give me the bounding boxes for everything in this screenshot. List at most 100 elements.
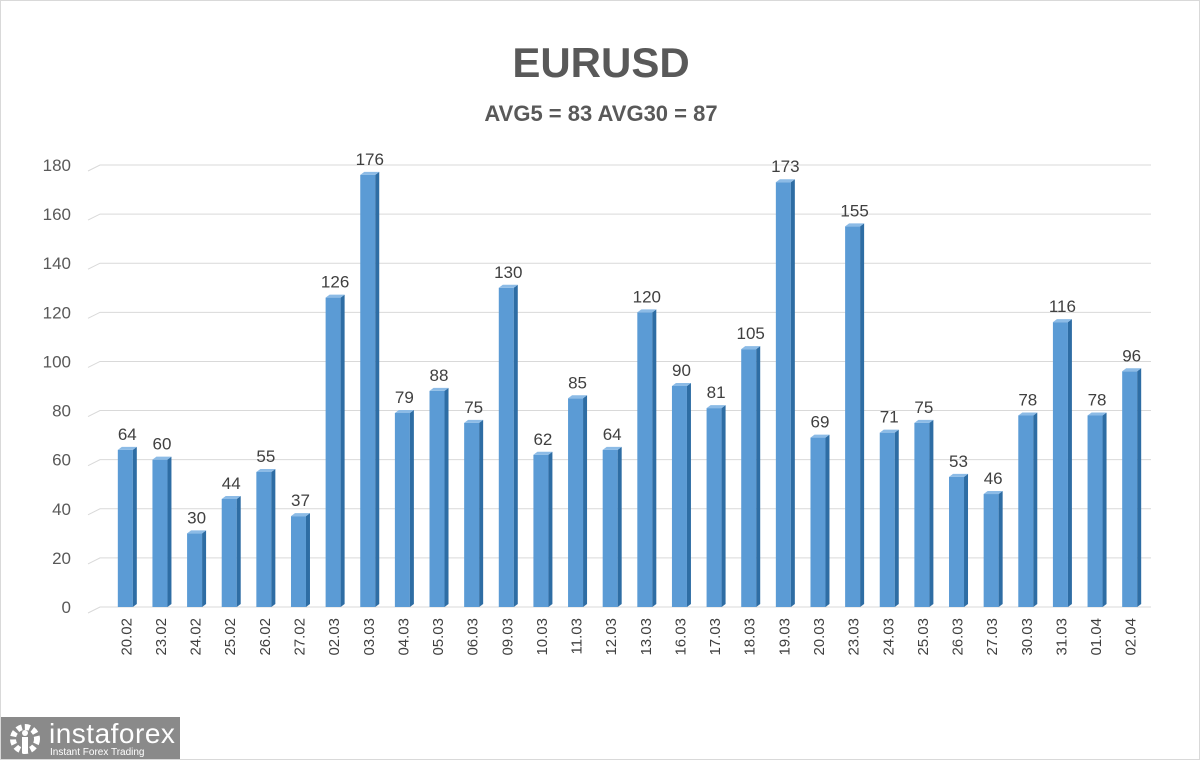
gridline [87, 459, 1151, 467]
y-tick-label: 100 [43, 352, 71, 371]
data-label: 126 [321, 273, 349, 292]
bar [1122, 371, 1138, 607]
bar-side [617, 446, 622, 607]
bar [221, 498, 237, 607]
bar-side [860, 223, 865, 607]
gridline [87, 508, 1151, 516]
bar-side [998, 491, 1003, 607]
bar [706, 408, 722, 607]
bar [741, 349, 757, 607]
bar-top [671, 383, 691, 386]
bar-side [894, 429, 899, 607]
bar [879, 432, 895, 607]
bar-top [394, 410, 414, 414]
data-label: 62 [533, 430, 552, 449]
gear-logo-icon [10, 724, 40, 754]
data-label: 78 [1088, 390, 1107, 409]
x-tick-label: 12.03 [603, 618, 620, 656]
bar [810, 437, 826, 607]
bar [914, 422, 930, 607]
y-tick-label: 180 [43, 156, 71, 175]
instaforex-logo: instaforex Instant Forex Trading [1, 717, 180, 759]
bar-side [964, 473, 969, 607]
bar [290, 516, 306, 607]
bar-top [983, 491, 1003, 495]
x-tick-label: 31.03 [1053, 618, 1070, 656]
x-tick-label: 10.03 [534, 618, 551, 656]
x-tick-label: 27.02 [291, 618, 308, 656]
data-label: 85 [568, 373, 587, 392]
bar [845, 226, 861, 607]
y-tick-label: 80 [52, 402, 71, 421]
data-label: 37 [291, 491, 310, 510]
x-tick-label: 27.03 [984, 618, 1001, 656]
x-tick-label: 16.03 [672, 618, 689, 656]
logo-name: instaforex [49, 718, 176, 749]
bar-side [132, 446, 137, 607]
x-tick-label: 18.03 [742, 618, 759, 656]
data-label: 64 [603, 425, 622, 444]
bar [394, 413, 410, 607]
bar-side [652, 309, 657, 607]
bar-top [845, 223, 865, 227]
bar-top [879, 429, 899, 433]
data-label: 79 [395, 388, 414, 407]
x-tick-label: 24.02 [188, 618, 205, 656]
x-tick-label: 20.03 [811, 618, 828, 656]
bar-side [1102, 412, 1107, 607]
bar-top [187, 530, 207, 534]
gridline [87, 606, 1151, 614]
x-tick-label: 02.03 [326, 618, 343, 656]
x-tick-label: 25.03 [915, 618, 932, 656]
x-tick-label: 01.04 [1088, 618, 1105, 656]
x-tick-label: 23.02 [153, 618, 170, 656]
bar-top [1122, 368, 1142, 372]
y-tick-label: 140 [43, 254, 71, 273]
data-label: 69 [811, 413, 830, 432]
bar-side [167, 456, 172, 607]
bar-top [775, 179, 795, 183]
x-tick-label: 25.02 [222, 618, 239, 656]
data-label: 44 [222, 474, 241, 493]
gridline [87, 164, 1151, 172]
data-label: 116 [1049, 297, 1076, 316]
bar-top [741, 346, 761, 350]
bar-side [409, 410, 414, 607]
bar-side [340, 294, 345, 607]
bar-top [290, 513, 310, 517]
bar-side [756, 346, 761, 607]
x-tick-label: 04.03 [395, 618, 412, 656]
data-label: 120 [633, 287, 661, 306]
x-tick-label: 20.02 [118, 618, 135, 656]
y-tick-label: 40 [52, 500, 71, 519]
data-label: 55 [256, 447, 275, 466]
chart-subtitle: AVG5 = 83 AVG30 = 87 [484, 101, 718, 126]
bar-top [533, 451, 553, 455]
x-tick-label: 03.03 [361, 618, 378, 656]
bar [187, 533, 203, 607]
bar-top [117, 446, 137, 450]
bar-side [236, 495, 241, 607]
data-label: 155 [840, 201, 868, 220]
gridline [87, 557, 1151, 565]
x-tick-label: 23.03 [846, 618, 863, 656]
bar-side [721, 405, 726, 607]
bar-top [568, 395, 588, 399]
bar-side [583, 395, 588, 607]
data-label: 60 [152, 435, 171, 454]
bar-top [949, 473, 969, 477]
bar-side [513, 284, 518, 607]
bar [256, 471, 272, 607]
bar-side [1033, 412, 1038, 607]
data-label: 71 [880, 408, 899, 427]
bar [602, 449, 618, 607]
bar [775, 182, 791, 607]
bar-side [1137, 368, 1142, 607]
data-label: 96 [1122, 346, 1141, 365]
x-tick-label: 13.03 [638, 618, 655, 656]
bar-top [429, 387, 449, 391]
bar-side [790, 179, 795, 607]
bar [360, 174, 376, 608]
x-tick-label: 11.03 [569, 618, 586, 654]
